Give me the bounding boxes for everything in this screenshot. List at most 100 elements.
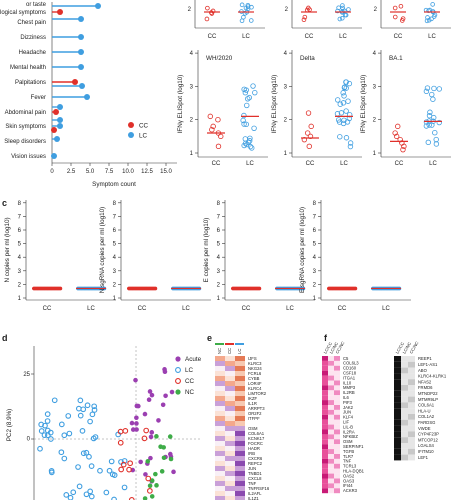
heat-e-cell xyxy=(225,376,235,381)
heat-f-left-gene-label: ITGA1 xyxy=(343,375,356,380)
elispot-lc-point xyxy=(430,96,436,102)
heat-f-right-cell xyxy=(394,402,401,409)
pca-cc-point xyxy=(117,428,124,435)
pca-lc-point xyxy=(66,430,73,437)
pca-lc-point xyxy=(51,397,58,404)
symptom-label: Chest pain xyxy=(17,20,46,26)
c-ytick: 2 xyxy=(313,282,317,288)
c-ytick: 4 xyxy=(18,255,22,261)
heat-f-right-cell xyxy=(408,425,415,432)
symptom-label: Vision issues xyxy=(11,154,46,160)
elispot-ytick: 2 xyxy=(190,118,194,124)
heat-f-right-cell xyxy=(408,373,415,380)
heat-f-left-cell xyxy=(322,429,328,435)
heat-e-cell xyxy=(235,476,245,481)
elispot-group-label: CC xyxy=(395,161,404,167)
heat-e-gene-label: CXCR6 xyxy=(248,456,263,461)
c-ytick: 1 xyxy=(18,296,22,302)
elispot-lc-point xyxy=(341,84,348,90)
pca-nc-point xyxy=(154,483,159,488)
pca-nc-point xyxy=(159,469,165,474)
heat-f-left-gene-label: IFI44 xyxy=(343,483,353,488)
lollipop-point xyxy=(51,153,57,159)
pca-lc-point xyxy=(121,484,128,491)
heat-e-cell xyxy=(225,456,235,461)
heat-f-right-cell xyxy=(401,443,408,449)
pca-cc-point xyxy=(117,439,124,446)
heat-f-left-cell xyxy=(334,424,340,430)
heat-f-left-cell xyxy=(328,395,334,401)
heat-e-cell xyxy=(215,386,225,391)
heat-e-gene-label: IJFS xyxy=(248,356,257,361)
c-ytick: 4 xyxy=(217,255,221,261)
heat-e-column-color xyxy=(215,343,224,345)
elispot-lc-point xyxy=(246,94,253,101)
pca-lc-point xyxy=(83,491,90,498)
c-ytick: 6 xyxy=(217,228,221,234)
partial-point xyxy=(245,6,251,12)
c-y-label: E copies per ml (log10) xyxy=(203,218,210,283)
elispot-lc-point xyxy=(343,108,349,114)
heat-f-left-cell xyxy=(322,478,328,484)
heat-f-left-cell xyxy=(328,390,334,396)
elispot-lc-point xyxy=(240,117,246,124)
pca-lc-point xyxy=(108,458,115,465)
elispot-ytick: 2 xyxy=(373,118,377,124)
heat-e-cell xyxy=(235,401,245,406)
heat-f-left-cell xyxy=(334,375,340,381)
symptom-label: or taste xyxy=(26,2,47,8)
c-ytick: 5 xyxy=(113,242,117,248)
heat-f-left-cell xyxy=(328,439,334,445)
heat-e-cell xyxy=(215,406,225,411)
heat-f-right-gene-label: LEF1 xyxy=(418,455,429,460)
heat-f-left-cell xyxy=(322,488,328,494)
partial-ytick: 2 xyxy=(285,7,289,13)
heat-e-cell xyxy=(215,446,225,451)
legend-cc-open-marker xyxy=(175,378,181,384)
pca-lc-point xyxy=(65,413,72,419)
heat-f-right-gene-label: VWDE xyxy=(418,426,431,431)
symptom-lollipop-panel: or taste Neurological symptoms Chest pain D… xyxy=(0,2,177,188)
symptom-label: Dizziness xyxy=(20,35,46,41)
heat-e-cell xyxy=(215,436,225,441)
heat-e-cell xyxy=(225,441,235,446)
elispot-lc-point xyxy=(246,138,253,144)
heat-f-left-cell xyxy=(328,454,334,459)
elispot-lc-point xyxy=(423,88,430,95)
symptom-label: Skin symptoms xyxy=(5,124,46,130)
elispot-cc-point xyxy=(393,133,400,140)
partial-point xyxy=(430,2,435,7)
heat-e-gene-label: IKZF xyxy=(248,396,258,401)
pca-lc-point xyxy=(88,463,95,469)
heat-f-right-cell xyxy=(401,396,408,403)
heat-f-left-cell xyxy=(322,483,328,489)
heat-f-right-cell xyxy=(401,361,408,368)
heat-f-left-gene-label: CD160 xyxy=(343,366,357,371)
elispot-lc-point xyxy=(335,97,341,103)
heat-e-cell xyxy=(215,491,225,496)
pca-lc-point xyxy=(83,449,90,456)
c-y-label: E sgRNA copies per ml (log10) xyxy=(299,207,306,293)
partial-point xyxy=(431,14,437,19)
elispot-lc-point xyxy=(242,140,249,147)
c-ytick: 3 xyxy=(18,269,22,275)
c-ytick: 2 xyxy=(18,282,22,288)
heat-e-gene-label: IL1R xyxy=(248,401,257,406)
elispot-lc-point xyxy=(245,96,251,102)
panel-d-letter: d xyxy=(2,333,8,343)
c-group-label: LC xyxy=(286,306,294,312)
heat-f-left-cell xyxy=(334,454,340,459)
heat-e-gene-label: ARRPT3 xyxy=(248,406,265,411)
heat-f-left-gene-label: LIL-B xyxy=(343,424,353,429)
heat-f-left-cell xyxy=(334,356,340,361)
pca-y-label: PC2 (8.9%) xyxy=(6,409,13,442)
heat-e-cell xyxy=(235,416,245,421)
partial-point xyxy=(205,5,210,11)
pca-cc-point xyxy=(143,427,150,434)
heat-f-left-gene-label: COL6L3 xyxy=(343,361,359,366)
pca-acute-point xyxy=(146,397,152,403)
elispot-lc-point xyxy=(337,101,343,107)
heat-e-cell xyxy=(215,451,225,456)
heat-e-cell xyxy=(225,426,235,431)
legend-cc-marker xyxy=(128,122,134,128)
